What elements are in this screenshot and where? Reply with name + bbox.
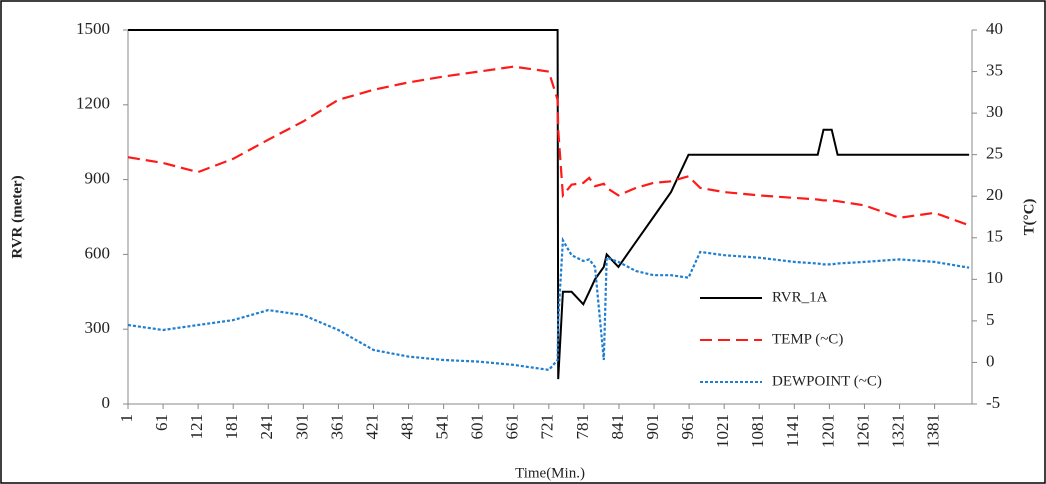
y2-tick-label: 15 — [986, 227, 1003, 246]
y-tick-label: 900 — [85, 169, 111, 188]
y-tick-label: 300 — [85, 318, 111, 337]
x-tick-label: 1381 — [923, 414, 942, 448]
x-tick-label: 481 — [397, 414, 416, 440]
x-tick-label: 241 — [257, 414, 276, 440]
y-axis-title: RVR (meter) — [9, 175, 25, 258]
x-tick-label: 121 — [187, 414, 206, 440]
legend-label: TEMP (~C) — [772, 331, 843, 347]
x-tick-label: 961 — [678, 414, 697, 440]
y2-tick-label: 30 — [986, 102, 1003, 121]
x-tick-label: 661 — [503, 414, 522, 440]
y-tick-label: 1200 — [76, 94, 110, 113]
x-tick-label: 421 — [362, 414, 381, 440]
x-tick-label: 361 — [327, 414, 346, 440]
legend-label: DEWPOINT (~C) — [772, 373, 882, 389]
x-tick-label: 1321 — [888, 414, 907, 448]
x-tick-label: 61 — [152, 414, 171, 431]
x-tick-label: 901 — [643, 414, 662, 440]
x-tick-label: 721 — [538, 414, 557, 440]
x-tick-label: 301 — [292, 414, 311, 440]
x-tick-label: 781 — [573, 414, 592, 440]
y2-tick-label: 35 — [986, 60, 1003, 79]
x-tick-label: 181 — [222, 414, 241, 440]
y2-tick-label: 20 — [986, 185, 1003, 204]
series-line — [128, 29, 970, 380]
series-line — [127, 65, 970, 227]
x-tick-label: 1081 — [748, 414, 767, 448]
y-tick-label: 1500 — [76, 19, 110, 38]
x-tick-label: 841 — [608, 414, 627, 440]
y2-tick-label: -5 — [986, 393, 1000, 412]
y2-tick-label: 0 — [986, 351, 995, 370]
x-tick-label: 1201 — [818, 414, 837, 448]
legend-label: RVR_1A — [772, 289, 828, 305]
x-tick-label: 1 — [117, 414, 136, 423]
x-tick-label: 541 — [433, 414, 452, 440]
x-axis-title: Time(Min.) — [515, 465, 585, 481]
y-tick-label: 600 — [85, 243, 111, 262]
x-tick-label: 1261 — [853, 414, 872, 448]
y2-tick-label: 25 — [986, 144, 1003, 163]
x-tick-label: 601 — [468, 414, 487, 440]
y2-axis-title: T(°C) — [1021, 199, 1037, 236]
y-tick-label: 0 — [102, 393, 111, 412]
x-tick-label: 1021 — [713, 414, 732, 448]
y2-tick-label: 5 — [986, 310, 995, 329]
y2-tick-label: 40 — [986, 19, 1003, 38]
y2-tick-label: 10 — [986, 268, 1003, 287]
x-tick-label: 1141 — [783, 414, 802, 447]
series-line — [127, 236, 970, 372]
